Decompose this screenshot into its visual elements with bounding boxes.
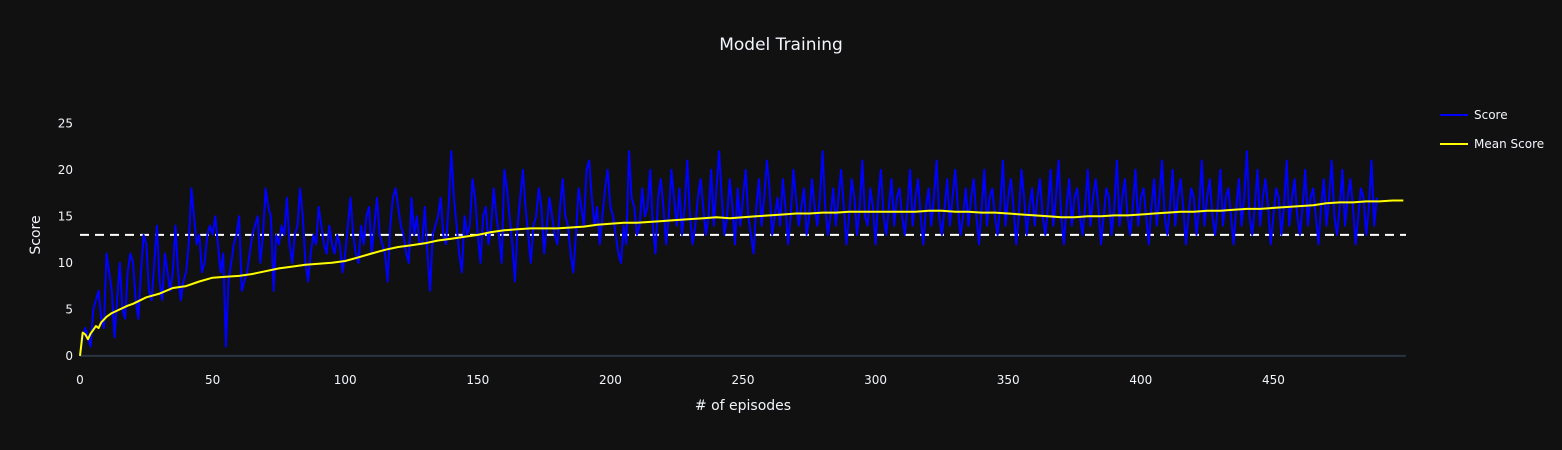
score-series-line <box>79 150 1378 357</box>
x-tick-label: 50 <box>205 373 220 387</box>
legend-label: Mean Score <box>1474 137 1544 151</box>
legend-item[interactable]: Mean Score <box>1440 137 1544 151</box>
x-tick-label: 400 <box>1129 373 1152 387</box>
y-tick-label: 20 <box>58 163 73 177</box>
x-tick-label: 350 <box>997 373 1020 387</box>
x-tick-label: 100 <box>334 373 357 387</box>
x-tick-label: 250 <box>732 373 755 387</box>
legend-label: Score <box>1474 108 1508 122</box>
x-tick-label: 150 <box>466 373 489 387</box>
legend[interactable]: Score Mean Score <box>1440 108 1544 151</box>
y-tick-label: 10 <box>58 256 73 270</box>
chart-title: Model Training <box>719 35 843 55</box>
x-axis-title: # of episodes <box>695 398 791 414</box>
y-tick-label: 25 <box>58 116 73 130</box>
y-axis-title: Score <box>28 215 44 254</box>
y-axis-ticks: 0 5 10 15 20 25 <box>58 116 73 363</box>
x-tick-label: 300 <box>864 373 887 387</box>
legend-item[interactable]: Score <box>1440 108 1508 122</box>
x-tick-label: 200 <box>599 373 622 387</box>
x-tick-label: 450 <box>1262 373 1285 387</box>
y-tick-label: 0 <box>65 349 73 363</box>
x-axis-ticks: 0 50 100 150 200 250 300 350 400 450 <box>76 373 1285 387</box>
x-tick-label: 0 <box>76 373 84 387</box>
y-tick-label: 15 <box>58 209 73 223</box>
y-tick-label: 5 <box>65 302 73 316</box>
mean-score-series-line <box>79 199 1404 357</box>
